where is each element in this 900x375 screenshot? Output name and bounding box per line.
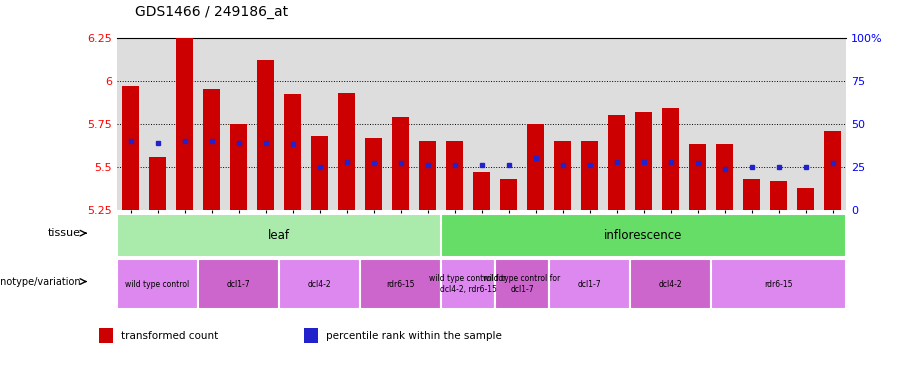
Bar — [688, 144, 706, 210]
Bar — [441, 259, 495, 309]
Bar — [495, 259, 549, 309]
Bar — [526, 124, 544, 210]
Bar — [122, 86, 140, 210]
Bar — [634, 112, 652, 210]
Text: wild type control for
dcl1-7: wild type control for dcl1-7 — [483, 274, 561, 294]
Text: dcl4-2: dcl4-2 — [308, 280, 331, 289]
Bar — [824, 130, 842, 210]
Bar — [549, 259, 630, 309]
Text: tissue: tissue — [48, 228, 81, 238]
Bar — [441, 214, 846, 257]
Bar — [230, 124, 248, 210]
Text: rdr6-15: rdr6-15 — [764, 280, 793, 289]
Bar — [630, 259, 711, 309]
Bar — [446, 141, 464, 210]
Bar — [580, 141, 598, 210]
Bar — [99, 328, 112, 343]
Text: inflorescence: inflorescence — [604, 229, 683, 242]
Bar — [117, 259, 198, 309]
Bar — [279, 259, 360, 309]
Text: percentile rank within the sample: percentile rank within the sample — [326, 331, 501, 340]
Bar — [176, 38, 194, 210]
Text: GDS1466 / 249186_at: GDS1466 / 249186_at — [135, 5, 288, 19]
Bar — [364, 138, 382, 210]
Bar — [148, 156, 166, 210]
Bar — [392, 117, 410, 210]
Bar — [770, 181, 788, 210]
Bar — [716, 144, 733, 210]
Bar — [117, 214, 441, 257]
Bar — [338, 93, 356, 210]
Bar — [608, 115, 625, 210]
Text: dcl1-7: dcl1-7 — [578, 280, 601, 289]
Bar — [418, 141, 436, 210]
Text: dcl4-2: dcl4-2 — [659, 280, 682, 289]
Bar — [202, 89, 220, 210]
Bar — [310, 136, 328, 210]
Bar — [472, 172, 490, 210]
Bar — [711, 259, 846, 309]
Bar — [198, 259, 279, 309]
Text: rdr6-15: rdr6-15 — [386, 280, 415, 289]
Bar — [304, 328, 318, 343]
Bar — [360, 259, 441, 309]
Bar — [500, 179, 518, 210]
Bar — [662, 108, 680, 210]
Bar — [256, 60, 274, 210]
Bar — [554, 141, 572, 210]
Bar — [284, 94, 302, 210]
Bar — [742, 179, 760, 210]
Text: transformed count: transformed count — [121, 331, 218, 340]
Text: wild type control for
dcl4-2, rdr6-15: wild type control for dcl4-2, rdr6-15 — [429, 274, 507, 294]
Bar — [796, 188, 814, 210]
Text: leaf: leaf — [268, 229, 290, 242]
Text: genotype/variation: genotype/variation — [0, 276, 81, 286]
Text: dcl1-7: dcl1-7 — [227, 280, 250, 289]
Text: wild type control: wild type control — [125, 280, 190, 289]
